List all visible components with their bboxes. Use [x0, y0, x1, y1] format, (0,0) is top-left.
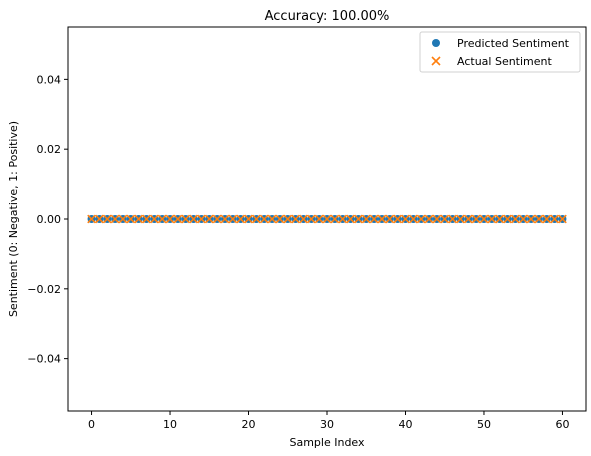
actual-point [354, 214, 363, 224]
actual-point [134, 214, 144, 224]
legend-predicted-marker [432, 39, 440, 47]
actual-point [503, 214, 512, 224]
actual-point [220, 214, 230, 224]
actual-point [126, 214, 136, 224]
actual-point [165, 214, 175, 224]
actual-point [534, 214, 544, 224]
actual-point [463, 214, 473, 224]
actual-point [236, 214, 246, 224]
actual-point [197, 214, 206, 224]
actual-point [157, 214, 167, 224]
legend-actual-marker [431, 56, 441, 66]
actual-point [526, 214, 536, 224]
x-tick-label: 10 [163, 418, 177, 431]
actual-point [510, 214, 520, 224]
x-tick-label: 0 [88, 418, 95, 431]
actual-point [424, 214, 434, 224]
actual-point [110, 214, 120, 224]
y-axis: −0.04 −0.02 0.00 0.02 0.04 [27, 73, 68, 366]
legend: Predicted Sentiment Actual Sentiment [419, 31, 581, 73]
actual-point [267, 214, 277, 224]
actual-point [181, 214, 191, 224]
actual-point [173, 214, 183, 224]
actual-point [283, 214, 293, 224]
x-tick-label: 40 [398, 418, 412, 431]
actual-point [416, 214, 426, 224]
y-tick-label: 0.02 [37, 143, 62, 156]
chart-title: Accuracy: 100.00% [265, 9, 390, 24]
actual-point [142, 214, 151, 224]
actual-point [408, 214, 418, 224]
actual-point [471, 214, 481, 224]
actual-point [440, 214, 450, 224]
actual-point [385, 214, 395, 224]
actual-point [87, 214, 96, 224]
actual-point [448, 214, 457, 224]
y-tick-label: −0.02 [27, 283, 61, 296]
actual-point [346, 214, 355, 224]
y-tick-label: 0.04 [37, 73, 62, 86]
actual-point [212, 214, 222, 224]
actual-point [361, 214, 371, 224]
actual-point [251, 214, 261, 224]
y-axis-label: Sentiment (0: Negative, 1: Positive) [7, 121, 20, 317]
actual-point [479, 214, 489, 224]
actual-point [244, 214, 253, 224]
actual-point [299, 214, 308, 224]
actual-point [432, 214, 442, 224]
actual-point [314, 214, 324, 224]
actual-point [95, 214, 104, 224]
actual-point [456, 214, 465, 224]
actual-point [291, 214, 300, 224]
actual-point [550, 214, 559, 224]
actual-point [558, 214, 567, 224]
legend-actual-label: Actual Sentiment [457, 55, 553, 68]
actual-point [518, 214, 528, 224]
x-tick-label: 20 [242, 418, 256, 431]
actual-point [330, 214, 340, 224]
actual-point [377, 214, 387, 224]
actual-point [149, 214, 159, 224]
legend-box [419, 31, 581, 73]
x-tick-label: 50 [477, 418, 491, 431]
actual-point [204, 214, 214, 224]
actual-point [401, 214, 410, 224]
actual-point [306, 214, 316, 224]
data-points [87, 214, 567, 224]
actual-point [487, 214, 497, 224]
x-axis: 0 10 20 30 40 50 60 [88, 411, 569, 431]
actual-point [275, 214, 285, 224]
actual-point [393, 214, 403, 224]
x-tick-label: 30 [320, 418, 334, 431]
actual-point [542, 214, 552, 224]
actual-point [495, 214, 505, 224]
y-tick-label: 0.00 [37, 213, 62, 226]
actual-point [118, 214, 128, 224]
x-tick-label: 60 [555, 418, 569, 431]
actual-point [189, 214, 198, 224]
actual-point [369, 214, 379, 224]
x-axis-label: Sample Index [289, 436, 365, 449]
actual-point [338, 214, 348, 224]
actual-point [259, 214, 269, 224]
actual-point [228, 214, 238, 224]
legend-predicted-label: Predicted Sentiment [457, 37, 570, 50]
y-tick-label: −0.04 [27, 353, 61, 366]
actual-point [102, 214, 112, 224]
actual-point [322, 214, 332, 224]
